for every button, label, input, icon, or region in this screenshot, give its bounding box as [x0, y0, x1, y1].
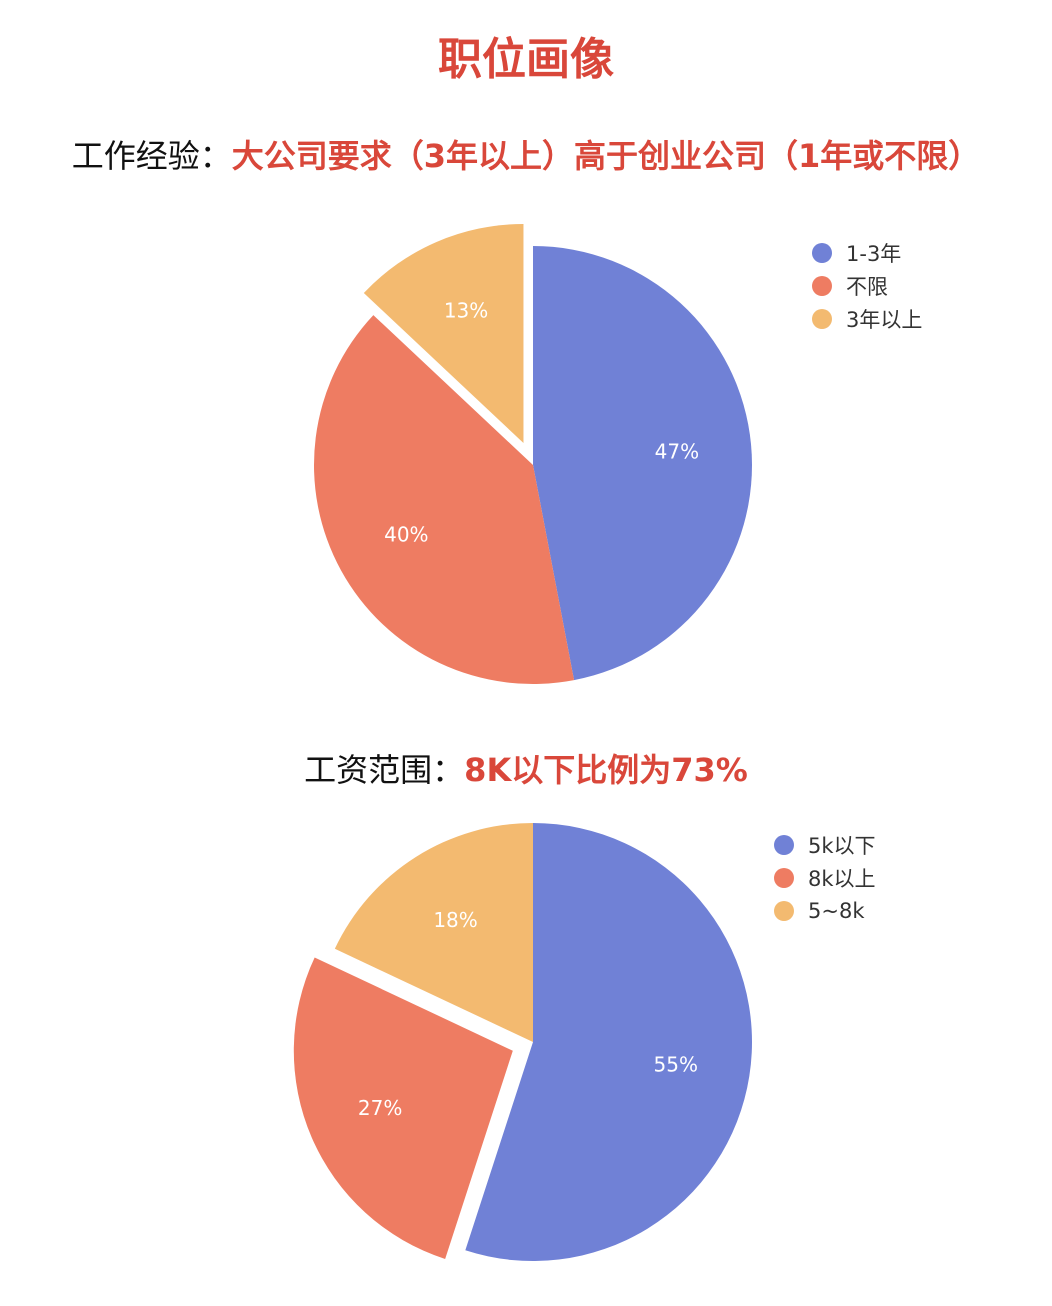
salary-subtitle-label: 工资范围： [304, 751, 465, 789]
legend-swatch [812, 242, 832, 263]
pie-slice[interactable] [533, 246, 752, 681]
salary-pie-chart: 55% 27% 18% [293, 823, 752, 1261]
legend-item[interactable]: 1-3年 [812, 236, 922, 269]
legend-item[interactable]: 5k以下 [774, 828, 876, 861]
legend-label: 8k以上 [808, 866, 876, 891]
legend-item[interactable]: 不限 [812, 269, 922, 302]
legend-item[interactable]: 5~8k [774, 894, 876, 927]
legend-swatch [774, 900, 794, 921]
slice-data-label: 27% [358, 1096, 402, 1120]
legend-swatch [812, 308, 832, 329]
slice-data-label: 40% [384, 523, 428, 547]
legend-label: 5~8k [808, 898, 865, 923]
pie-slice[interactable] [465, 823, 752, 1261]
legend-item[interactable]: 8k以上 [774, 861, 876, 894]
legend-label: 1-3年 [846, 241, 902, 266]
salary-legend: 5k以下 8k以上 5~8k [774, 828, 876, 927]
pie-slice[interactable] [293, 957, 513, 1260]
experience-subtitle: 工作经验：大公司要求（3年以上）高于创业公司（1年或不限） [0, 134, 1052, 178]
legend-label: 3年以上 [846, 307, 923, 332]
legend-swatch [774, 834, 794, 855]
salary-subtitle-highlight: 8K以下比例为73% [464, 751, 748, 789]
experience-subtitle-label: 工作经验： [71, 137, 232, 175]
legend-swatch [812, 275, 832, 296]
slice-data-label: 13% [444, 298, 488, 322]
legend-label: 不限 [846, 274, 888, 299]
slice-data-label: 55% [654, 1053, 698, 1077]
legend-label: 5k以下 [808, 833, 876, 858]
experience-subtitle-highlight: 大公司要求（3年以上）高于创业公司（1年或不限） [231, 137, 981, 175]
experience-pie-chart: 47% 40% 13% [314, 223, 752, 684]
pie-slice[interactable] [334, 823, 533, 1042]
legend-swatch [774, 867, 794, 888]
pie-slice[interactable] [363, 223, 524, 443]
experience-legend: 1-3年 不限 3年以上 [812, 236, 922, 335]
slice-data-label: 47% [655, 439, 699, 463]
legend-item[interactable]: 3年以上 [812, 302, 922, 335]
salary-subtitle: 工资范围：8K以下比例为73% [0, 748, 1052, 792]
page-title: 职位画像 [438, 34, 614, 85]
slice-data-label: 18% [433, 908, 477, 932]
pie-slice[interactable] [314, 315, 575, 684]
